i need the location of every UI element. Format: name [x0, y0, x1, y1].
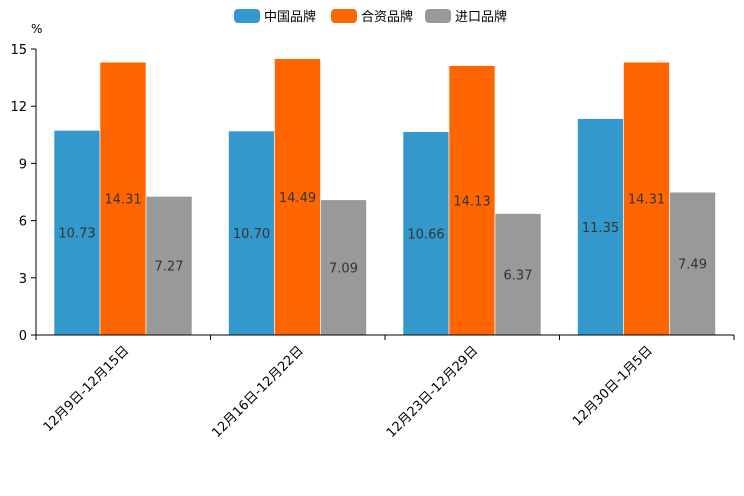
- bar-value-label: 11.35: [582, 221, 619, 236]
- bar-value-label: 10.70: [233, 227, 270, 242]
- bar-value-label: 7.09: [329, 261, 358, 276]
- y-axis: 0 3 6 9 12 15: [10, 43, 37, 344]
- bar: [448, 65, 496, 336]
- bar-value-label: 14.31: [628, 193, 665, 208]
- y-axis-unit-label: %: [31, 22, 42, 36]
- y-tick-label: 6: [19, 215, 27, 230]
- bar: [577, 118, 624, 336]
- y-tick-label: 15: [10, 43, 27, 58]
- bar: [494, 213, 542, 336]
- bars: 10.73 14.31 7.27 10.70 14.49 7.09 10.66 14.13 6.…: [53, 58, 716, 336]
- y-tick-label: 9: [19, 157, 27, 172]
- bar: [320, 199, 367, 336]
- legend-label: 中国品牌: [264, 9, 316, 25]
- bar-value-label: 14.31: [104, 193, 141, 208]
- y-tick-label: 3: [19, 272, 27, 287]
- bar: [145, 196, 193, 336]
- legend-swatch: [234, 9, 260, 23]
- bar: [402, 131, 450, 336]
- y-tick-label: 12: [10, 100, 27, 115]
- bar: [99, 61, 147, 336]
- bar-value-label: 14.49: [279, 191, 316, 206]
- y-tick-label: 0: [19, 329, 27, 344]
- legend-label: 进口品牌: [455, 9, 507, 25]
- x-category-label: 12月30日-1月5日: [570, 343, 656, 429]
- x-axis: 12月9日-12月15日 12月16日-12月22日 12月23日-12月29日 12…: [35, 334, 735, 441]
- bar-value-label: 10.66: [407, 227, 444, 242]
- bar: [228, 130, 275, 336]
- bar-value-label: 7.49: [678, 258, 707, 273]
- x-category-label: 12月9日-12月15日: [41, 343, 133, 435]
- bar-value-label: 14.13: [453, 194, 490, 209]
- bar-value-label: 6.37: [504, 268, 533, 283]
- x-category-label: 12月16日-12月22日: [209, 343, 306, 440]
- bar: [623, 61, 670, 336]
- bar-value-label: 10.73: [58, 227, 95, 242]
- legend-swatch: [331, 9, 357, 23]
- legend: 中国品牌 合资品牌 进口品牌: [234, 9, 507, 25]
- bar: [669, 191, 716, 336]
- legend-label: 合资品牌: [361, 9, 413, 25]
- bar: [274, 58, 321, 336]
- x-category-label: 12月23日-12月29日: [384, 343, 481, 440]
- legend-swatch: [425, 9, 451, 23]
- bar-value-label: 7.27: [155, 260, 184, 275]
